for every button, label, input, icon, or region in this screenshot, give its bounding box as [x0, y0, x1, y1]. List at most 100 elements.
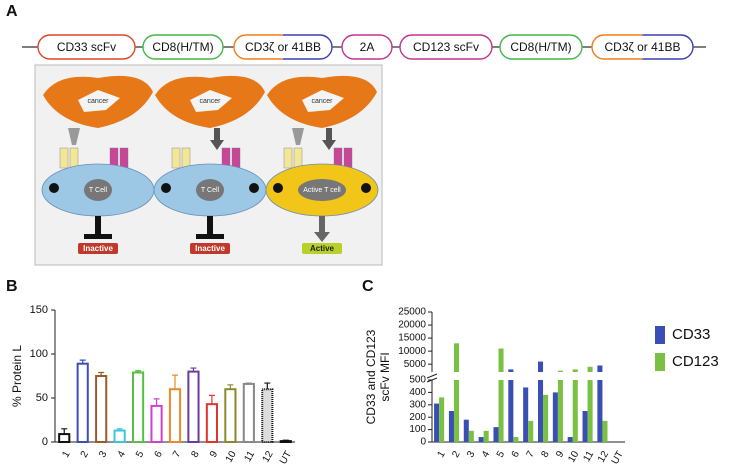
construct-box — [37, 34, 136, 60]
scfv — [68, 128, 80, 145]
construct-box — [233, 34, 333, 60]
x-tick-label: 9 — [208, 449, 221, 460]
bar — [453, 343, 460, 372]
x-tick-label: 4 — [480, 449, 493, 460]
bar — [513, 437, 519, 442]
construct-label: CD123 scFv — [413, 40, 479, 54]
construct-label: CD3ζ or 41BB — [245, 40, 321, 54]
y-tick-label: 5000 — [404, 359, 427, 370]
error-bar — [172, 374, 178, 390]
bar — [132, 371, 145, 444]
t-cell-nucleus — [298, 179, 346, 201]
t-cell-label: T Cell — [89, 187, 108, 194]
state-label: Inactive — [195, 244, 225, 253]
construct-label: CD33 scFv — [57, 40, 116, 54]
bar — [224, 388, 237, 444]
receptor — [283, 147, 293, 169]
y-axis-label: scFv MFI — [378, 352, 392, 401]
cancer-label: cancer — [87, 98, 109, 105]
bar — [242, 382, 255, 444]
arrow — [314, 216, 330, 242]
error-bar — [227, 384, 234, 390]
receptor — [171, 147, 181, 169]
state-label: Active — [310, 244, 335, 253]
stop — [95, 216, 101, 236]
y-tick-label: 0 — [420, 437, 426, 448]
plus — [161, 183, 171, 193]
x-tick-label: 9 — [554, 449, 567, 460]
bar — [557, 370, 563, 372]
legend-label: CD123 — [672, 353, 719, 370]
construct-box — [591, 34, 694, 60]
x-tick-label: 11 — [582, 449, 597, 464]
bar — [76, 362, 89, 443]
error-bar — [98, 371, 105, 376]
cancer-label: cancer — [311, 98, 333, 105]
receptor — [231, 147, 241, 169]
t-cell-label: Active T cell — [303, 187, 341, 194]
stop — [84, 234, 112, 239]
bar — [508, 369, 514, 372]
x-tick-label: 7 — [171, 449, 184, 460]
x-tick-label: UT — [278, 449, 294, 466]
x-tick-label: 8 — [539, 449, 552, 460]
plus — [49, 183, 59, 193]
bar — [597, 365, 603, 372]
construct-box — [499, 34, 583, 60]
bar — [434, 403, 440, 442]
x-tick-label: 5 — [134, 449, 147, 460]
bar — [468, 430, 474, 442]
bar — [150, 404, 163, 444]
diagram: cancer T Cell Inactive cancer T Cell Inactive… — [41, 75, 379, 254]
bar — [448, 411, 454, 442]
x-tick-label: 2 — [450, 449, 463, 460]
state-label: Inactive — [83, 244, 113, 253]
panel-label: B — [6, 278, 18, 295]
x-tick-label: 2 — [79, 449, 92, 460]
bar — [582, 411, 588, 442]
constructs: CD33 scFv CD8(H/TM) CD3ζ or 41BB 2A CD123 sc… — [37, 34, 694, 60]
error-bar — [245, 382, 252, 384]
construct-box — [399, 34, 493, 60]
bar — [523, 387, 529, 442]
legend-label: CD33 — [672, 326, 710, 343]
bar — [538, 380, 544, 442]
construct-label: 2A — [360, 40, 375, 54]
bar — [597, 380, 603, 442]
bar — [498, 380, 504, 442]
x-tick-label: 8 — [190, 449, 203, 460]
y-tick-label: 25000 — [398, 307, 426, 318]
bar — [587, 380, 593, 442]
bar — [567, 437, 573, 442]
error-bar — [208, 394, 215, 405]
error-bar — [282, 439, 289, 442]
error-bar — [153, 398, 160, 406]
bar — [572, 369, 578, 372]
bar — [543, 394, 549, 442]
y-tick-label: 300 — [409, 399, 426, 410]
bar — [587, 366, 593, 372]
construct-label: CD8(H/TM) — [510, 40, 571, 54]
plus — [249, 183, 259, 193]
x-tick-label: 4 — [116, 449, 129, 460]
bar — [602, 420, 608, 442]
arrow — [322, 128, 336, 150]
bar — [205, 403, 219, 444]
x-tick-label: 10 — [224, 449, 239, 465]
y-tick-label: 100 — [30, 348, 48, 360]
legend-swatch — [655, 326, 665, 344]
bar — [538, 361, 544, 372]
y-tick-label: 100 — [409, 424, 426, 435]
panel-label: C — [362, 278, 374, 295]
error-bar — [61, 428, 68, 435]
bar — [557, 380, 563, 442]
receptor — [69, 147, 79, 169]
y-tick-label: 150 — [30, 304, 48, 316]
cancer-nucleus — [302, 90, 344, 112]
t-cell-nucleus — [84, 179, 112, 201]
bar — [261, 388, 274, 444]
error-bar — [79, 359, 86, 364]
state-badge — [190, 243, 230, 254]
